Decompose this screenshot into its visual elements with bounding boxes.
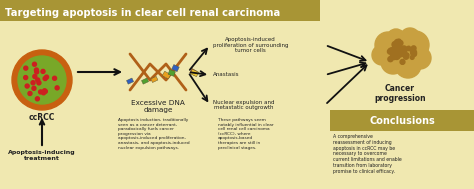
Circle shape [398,40,403,46]
Circle shape [411,46,416,51]
Circle shape [395,50,401,55]
Text: These pathways seem
notably influential in clear
cell renal cell carcinoma
(ccRC: These pathways seem notably influential … [218,118,273,150]
Circle shape [24,76,27,80]
Circle shape [401,31,429,59]
Text: Targeting apoptosis in clear cell renal carcinoma: Targeting apoptosis in clear cell renal … [5,8,280,18]
Circle shape [410,49,417,55]
Text: A comprehensive
reassessment of inducing
apoptosis in ccRCC may be
necessary to : A comprehensive reassessment of inducing… [333,134,402,174]
Circle shape [24,66,28,70]
Circle shape [405,53,409,57]
FancyBboxPatch shape [0,0,320,21]
Text: Nuclear expulsion and
metastatic outgrowth: Nuclear expulsion and metastatic outgrow… [213,100,274,110]
Circle shape [395,48,401,55]
Circle shape [396,50,403,57]
Bar [162,71,171,79]
Circle shape [407,46,410,50]
Circle shape [393,53,400,60]
Circle shape [25,84,29,88]
Circle shape [36,78,40,82]
Circle shape [392,42,398,48]
Circle shape [403,54,409,59]
Circle shape [375,32,401,58]
Circle shape [400,50,405,56]
Text: Apoptosis induction, traditionally
seen as a cancer deterrant,
paradoxically fue: Apoptosis induction, traditionally seen … [118,118,190,150]
Bar [142,78,149,84]
Circle shape [388,57,393,62]
Text: Excessive DNA
damage: Excessive DNA damage [131,100,185,113]
Circle shape [38,90,43,94]
Bar [151,76,158,83]
Circle shape [411,51,417,57]
Text: ccRCC: ccRCC [29,113,55,122]
Text: Cancer
progression: Cancer progression [374,84,426,103]
Circle shape [395,52,421,78]
Text: Apoptosis-inducing
treatment: Apoptosis-inducing treatment [8,150,76,161]
Circle shape [390,48,396,54]
Circle shape [32,86,36,90]
Circle shape [409,47,431,69]
Circle shape [405,53,409,57]
Text: Anastasis: Anastasis [213,73,239,77]
Circle shape [395,48,401,54]
Circle shape [401,46,407,53]
Circle shape [388,48,394,54]
Circle shape [35,68,38,72]
Circle shape [395,44,402,50]
Circle shape [410,56,414,59]
Circle shape [31,81,35,85]
Circle shape [35,70,39,74]
Circle shape [36,97,39,101]
Circle shape [41,69,45,73]
Bar [190,68,197,76]
FancyBboxPatch shape [330,110,474,131]
Circle shape [12,50,72,110]
Circle shape [387,29,405,47]
Circle shape [401,52,406,57]
Circle shape [372,45,392,65]
Circle shape [43,89,46,93]
Circle shape [396,52,399,55]
Circle shape [400,60,405,64]
Circle shape [55,86,59,90]
Circle shape [398,46,402,50]
Circle shape [28,91,32,95]
Circle shape [398,39,401,42]
Circle shape [399,49,405,56]
Circle shape [33,62,36,66]
Circle shape [43,77,47,81]
Circle shape [45,75,48,79]
Circle shape [399,52,403,56]
Circle shape [397,43,401,46]
Circle shape [403,52,407,55]
Text: Conclusions: Conclusions [369,116,435,126]
Circle shape [401,47,406,52]
Circle shape [399,52,403,56]
Circle shape [398,40,401,44]
Circle shape [37,81,41,85]
Circle shape [400,28,420,48]
Circle shape [391,53,397,60]
Circle shape [402,49,406,53]
Circle shape [381,50,405,74]
Text: Apoptosis-induced
proliferation of surrounding
tumor cells: Apoptosis-induced proliferation of surro… [213,37,289,53]
Circle shape [42,91,46,95]
Bar [127,78,134,84]
Bar [190,69,199,77]
Bar [168,70,175,76]
Circle shape [398,49,405,56]
Bar [172,65,179,72]
Circle shape [18,56,66,104]
Circle shape [408,48,411,51]
Circle shape [382,34,418,70]
Circle shape [33,74,37,78]
Circle shape [394,39,401,46]
Circle shape [53,76,56,80]
Circle shape [43,89,47,93]
Circle shape [394,48,400,54]
Circle shape [387,49,392,54]
